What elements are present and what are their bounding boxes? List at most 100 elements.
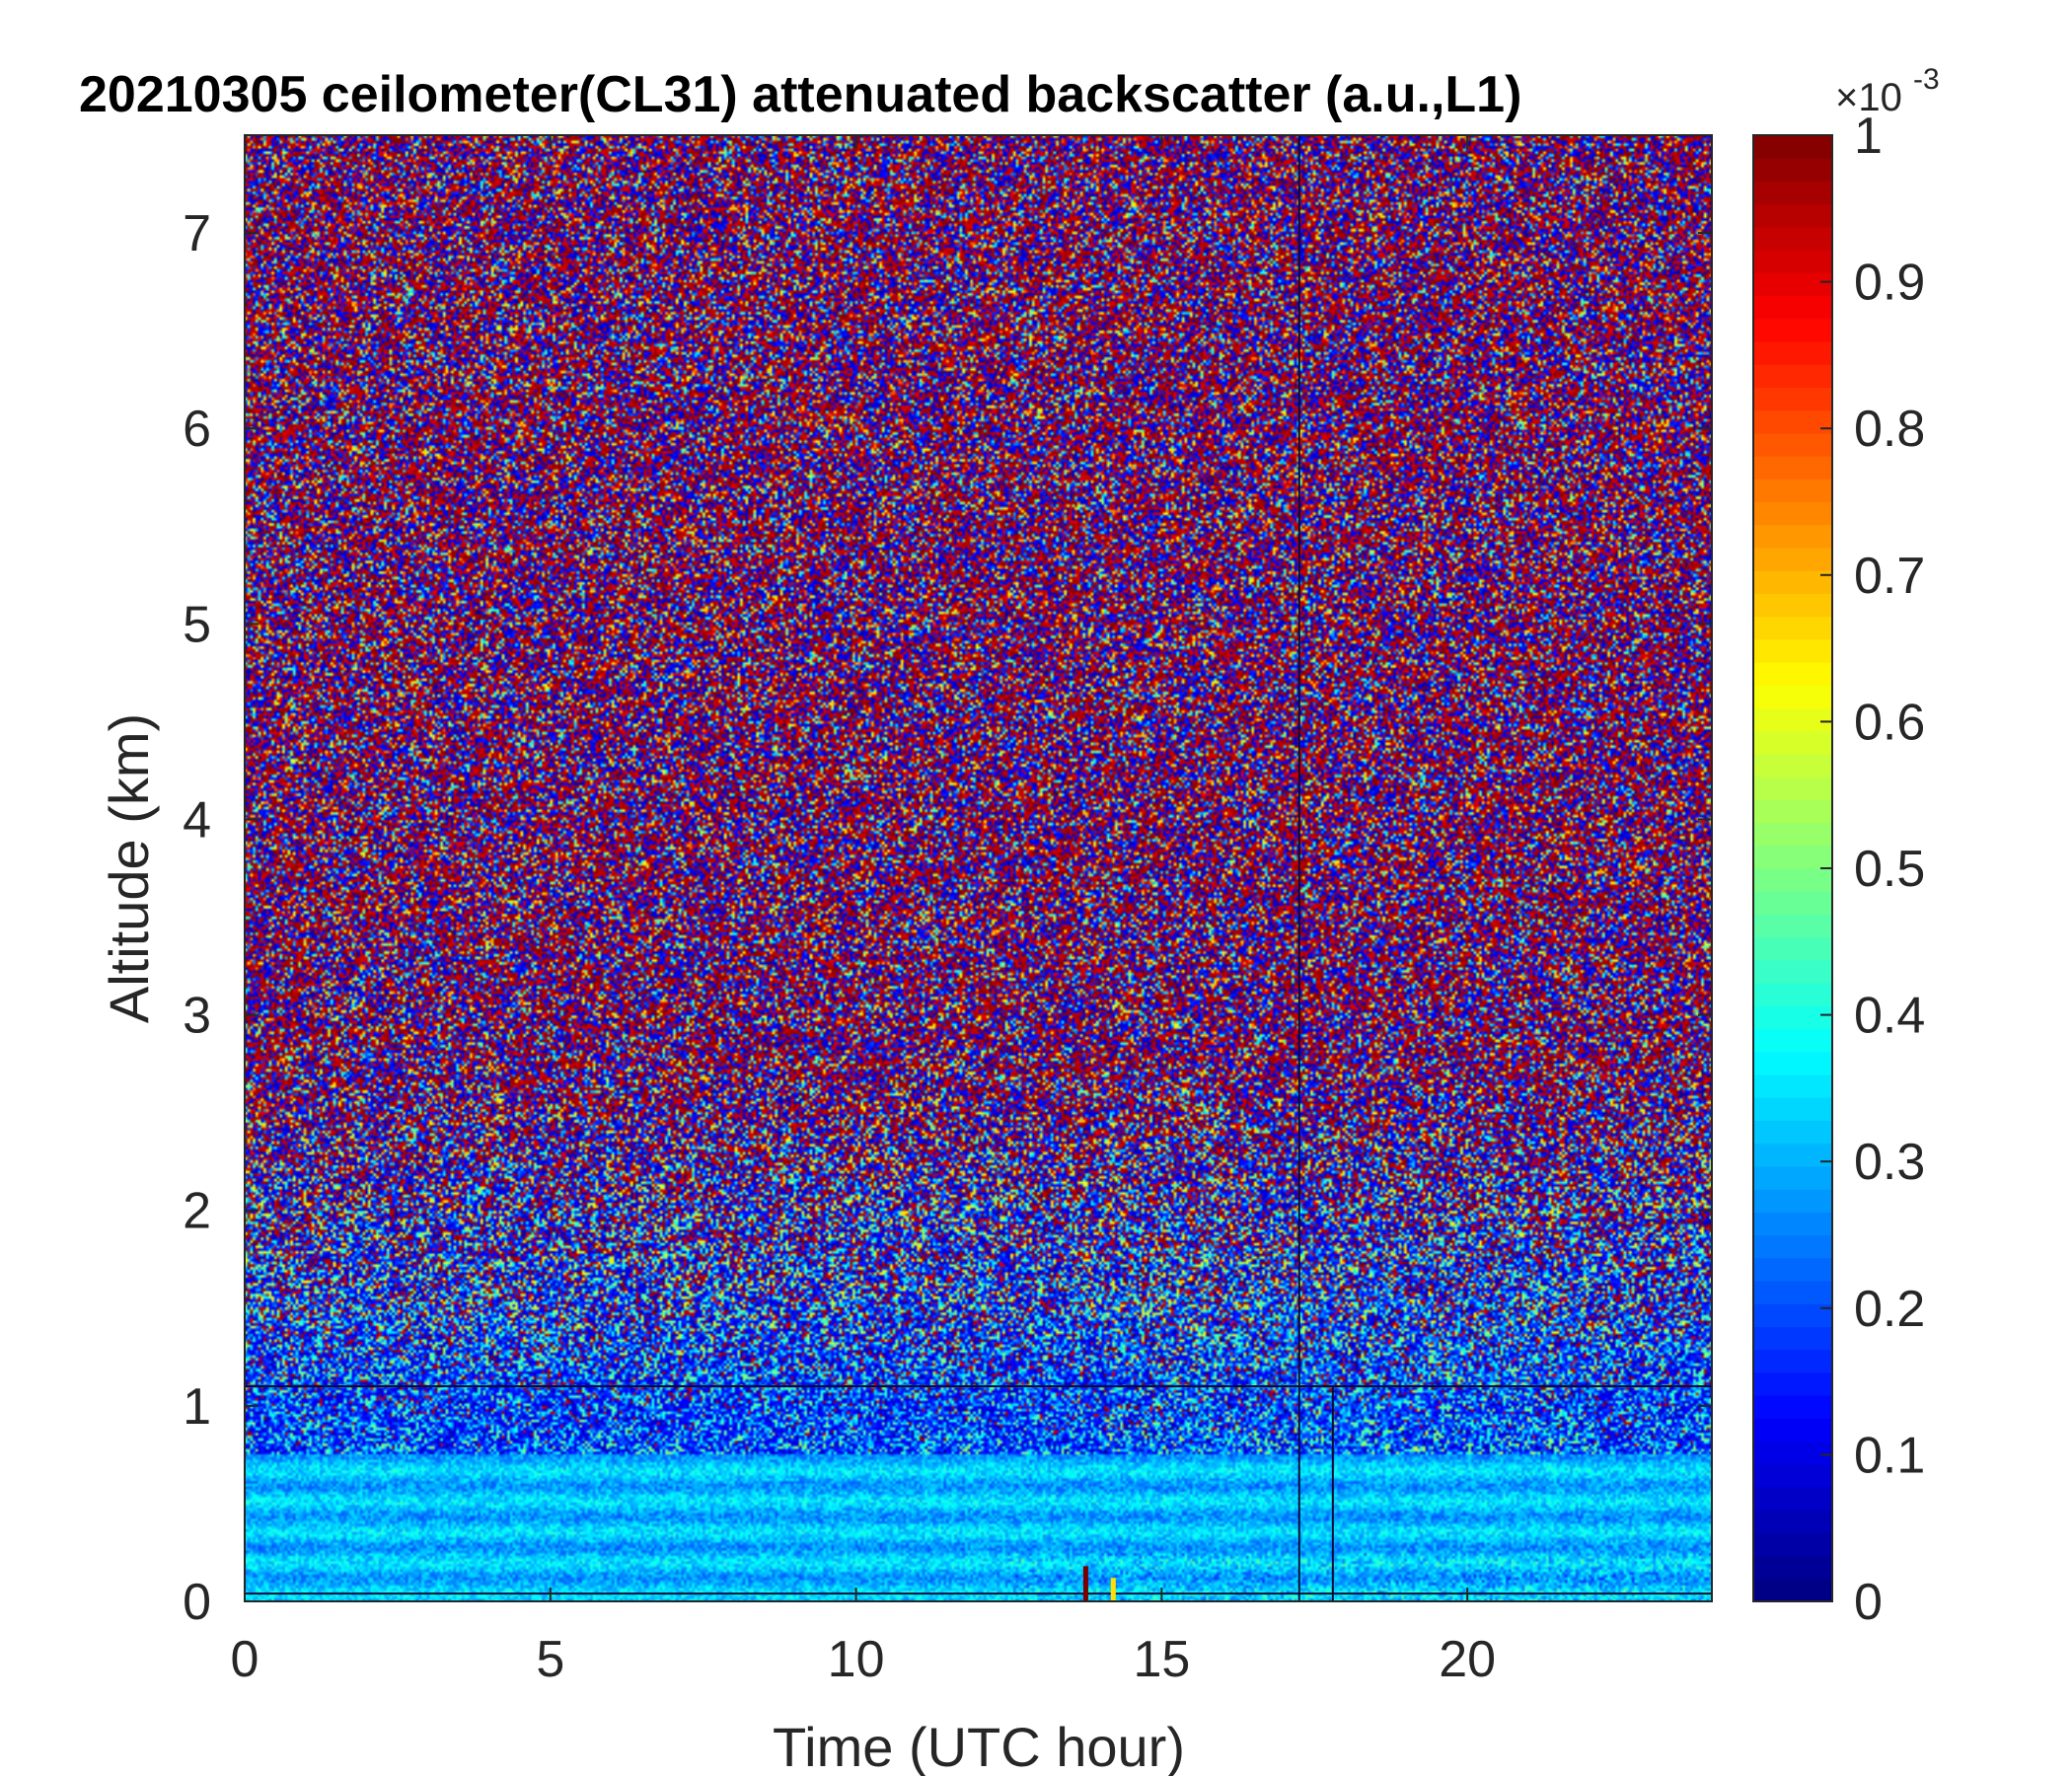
backscatter-heatmap bbox=[245, 135, 1712, 1601]
colorbar-segment bbox=[1753, 1073, 1832, 1098]
colorbar-segment bbox=[1753, 479, 1832, 503]
y-tick-label: 0 bbox=[183, 1574, 211, 1631]
colorbar-tick-label: 0.3 bbox=[1854, 1134, 1925, 1191]
colorbar-tick-label: 0.8 bbox=[1854, 401, 1925, 458]
colorbar-tick-label: 0.7 bbox=[1854, 548, 1925, 605]
colorbar-multiplier: ×10 -3 bbox=[1835, 63, 1940, 119]
colorbar-segment bbox=[1753, 1097, 1832, 1122]
colorbar-tick-label: 0.4 bbox=[1854, 988, 1925, 1045]
y-tick-label: 6 bbox=[183, 401, 211, 458]
colorbar-segment bbox=[1753, 616, 1832, 640]
colorbar-segment bbox=[1753, 135, 1832, 159]
colorbar-segment bbox=[1753, 936, 1832, 961]
colorbar-segment bbox=[1753, 1234, 1832, 1259]
colorbar-segment bbox=[1753, 226, 1832, 251]
colorbar-segment bbox=[1753, 1212, 1832, 1236]
colorbar-multiplier-exponent: -3 bbox=[1913, 63, 1940, 96]
colorbar-multiplier-base: ×10 bbox=[1835, 76, 1902, 119]
colorbar-segment bbox=[1753, 295, 1832, 320]
colorbar-segment bbox=[1753, 685, 1832, 709]
y-tick-label: 1 bbox=[183, 1378, 211, 1436]
y-tick-label: 2 bbox=[183, 1183, 211, 1240]
colorbar-segment bbox=[1753, 1326, 1832, 1351]
x-axis-label: Time (UTC hour) bbox=[773, 1716, 1185, 1776]
colorbar-segment bbox=[1753, 983, 1832, 1006]
colorbar-segment bbox=[1753, 456, 1832, 480]
colorbar-segment bbox=[1753, 638, 1832, 663]
colorbar-segment bbox=[1753, 959, 1832, 984]
colorbar-segment bbox=[1753, 524, 1832, 549]
y-tick-label: 3 bbox=[183, 988, 211, 1045]
colorbar-segment bbox=[1753, 707, 1832, 732]
colorbar-segment bbox=[1753, 501, 1832, 526]
colorbar-segment bbox=[1753, 730, 1832, 755]
colorbar-segment bbox=[1753, 1257, 1832, 1282]
colorbar-segment bbox=[1753, 432, 1832, 457]
colorbar-segment bbox=[1753, 1280, 1832, 1304]
colorbar-segment bbox=[1753, 181, 1832, 205]
colorbar-tick-label: 0.6 bbox=[1854, 694, 1925, 751]
x-tick-label: 0 bbox=[231, 1631, 259, 1688]
colorbar-segment bbox=[1753, 1395, 1832, 1419]
colorbar-segment bbox=[1753, 822, 1832, 847]
colorbar-segment bbox=[1753, 1051, 1832, 1075]
surface-spike bbox=[1110, 1578, 1116, 1601]
colorbar-segment bbox=[1753, 1371, 1832, 1396]
x-tick-label: 15 bbox=[1133, 1631, 1190, 1688]
colorbar-segment bbox=[1753, 662, 1832, 686]
colorbar-segment bbox=[1753, 868, 1832, 892]
colorbar-segment bbox=[1753, 340, 1832, 365]
surface-spike bbox=[1082, 1566, 1088, 1601]
colorbar-tick-label: 0.9 bbox=[1854, 255, 1925, 312]
colorbar-segment bbox=[1753, 203, 1832, 228]
colorbar-tick-label: 0.2 bbox=[1854, 1281, 1925, 1338]
colorbar-tick-label: 0 bbox=[1854, 1574, 1883, 1631]
colorbar-segment bbox=[1753, 753, 1832, 777]
colorbar-segment bbox=[1753, 547, 1832, 571]
colorbar-segment bbox=[1753, 1486, 1832, 1511]
colorbar-segment bbox=[1753, 1028, 1832, 1053]
axes: 0 5 10 15 20 0 1 2 3 4 5 6 7 bbox=[183, 134, 1713, 1688]
colorbar-segment bbox=[1753, 1555, 1832, 1580]
colorbar-segment bbox=[1753, 387, 1832, 411]
colorbar-segment bbox=[1753, 1349, 1832, 1373]
colorbar-segment bbox=[1753, 1120, 1832, 1145]
colorbar: 0 0.1 0.2 0.3 0.4 0.5 0.6 0.7 0.8 0.9 1 bbox=[1752, 108, 1925, 1631]
colorbar-segment bbox=[1753, 409, 1832, 434]
x-tick-label: 20 bbox=[1439, 1631, 1496, 1688]
colorbar-segment bbox=[1753, 1578, 1832, 1602]
plot-frame bbox=[244, 134, 1713, 1602]
colorbar-segment bbox=[1753, 318, 1832, 342]
x-tick-label: 5 bbox=[536, 1631, 564, 1688]
colorbar-segment bbox=[1753, 1189, 1832, 1213]
colorbar-segment bbox=[1753, 593, 1832, 618]
colorbar-segment bbox=[1753, 845, 1832, 869]
colorbar-segment bbox=[1753, 364, 1832, 389]
colorbar-segment bbox=[1753, 1418, 1832, 1443]
colorbar-segment bbox=[1753, 570, 1832, 594]
plot-area bbox=[245, 135, 1712, 1601]
x-tick-label: 10 bbox=[828, 1631, 885, 1688]
colorbar-segment bbox=[1753, 250, 1832, 273]
colorbar-segment bbox=[1753, 777, 1832, 800]
y-axis-label: Altitude (km) bbox=[98, 713, 160, 1023]
colorbar-segment bbox=[1753, 158, 1832, 183]
colorbar-segment bbox=[1753, 1532, 1832, 1557]
colorbar-segment bbox=[1753, 1510, 1832, 1533]
colorbar-segment bbox=[1753, 272, 1832, 297]
colorbar-tick-label: 1 bbox=[1854, 108, 1883, 165]
svg-text:×10 -3: ×10 -3 bbox=[1835, 63, 1940, 119]
colorbar-segment bbox=[1753, 1463, 1832, 1488]
colorbar-segment bbox=[1753, 1303, 1832, 1327]
colorbar-segment bbox=[1753, 1441, 1832, 1465]
y-tick-label: 4 bbox=[183, 791, 211, 849]
y-tick-label: 7 bbox=[183, 205, 211, 262]
colorbar-segment bbox=[1753, 1165, 1832, 1190]
y-tick-label: 5 bbox=[183, 596, 211, 653]
colorbar-segment bbox=[1753, 799, 1832, 824]
chart-title: 20210305 ceilometer(CL31) attenuated bac… bbox=[79, 66, 1521, 123]
colorbar-segment bbox=[1753, 891, 1832, 916]
colorbar-tick-label: 0.5 bbox=[1854, 841, 1925, 898]
colorbar-tick-label: 0.1 bbox=[1854, 1427, 1925, 1484]
